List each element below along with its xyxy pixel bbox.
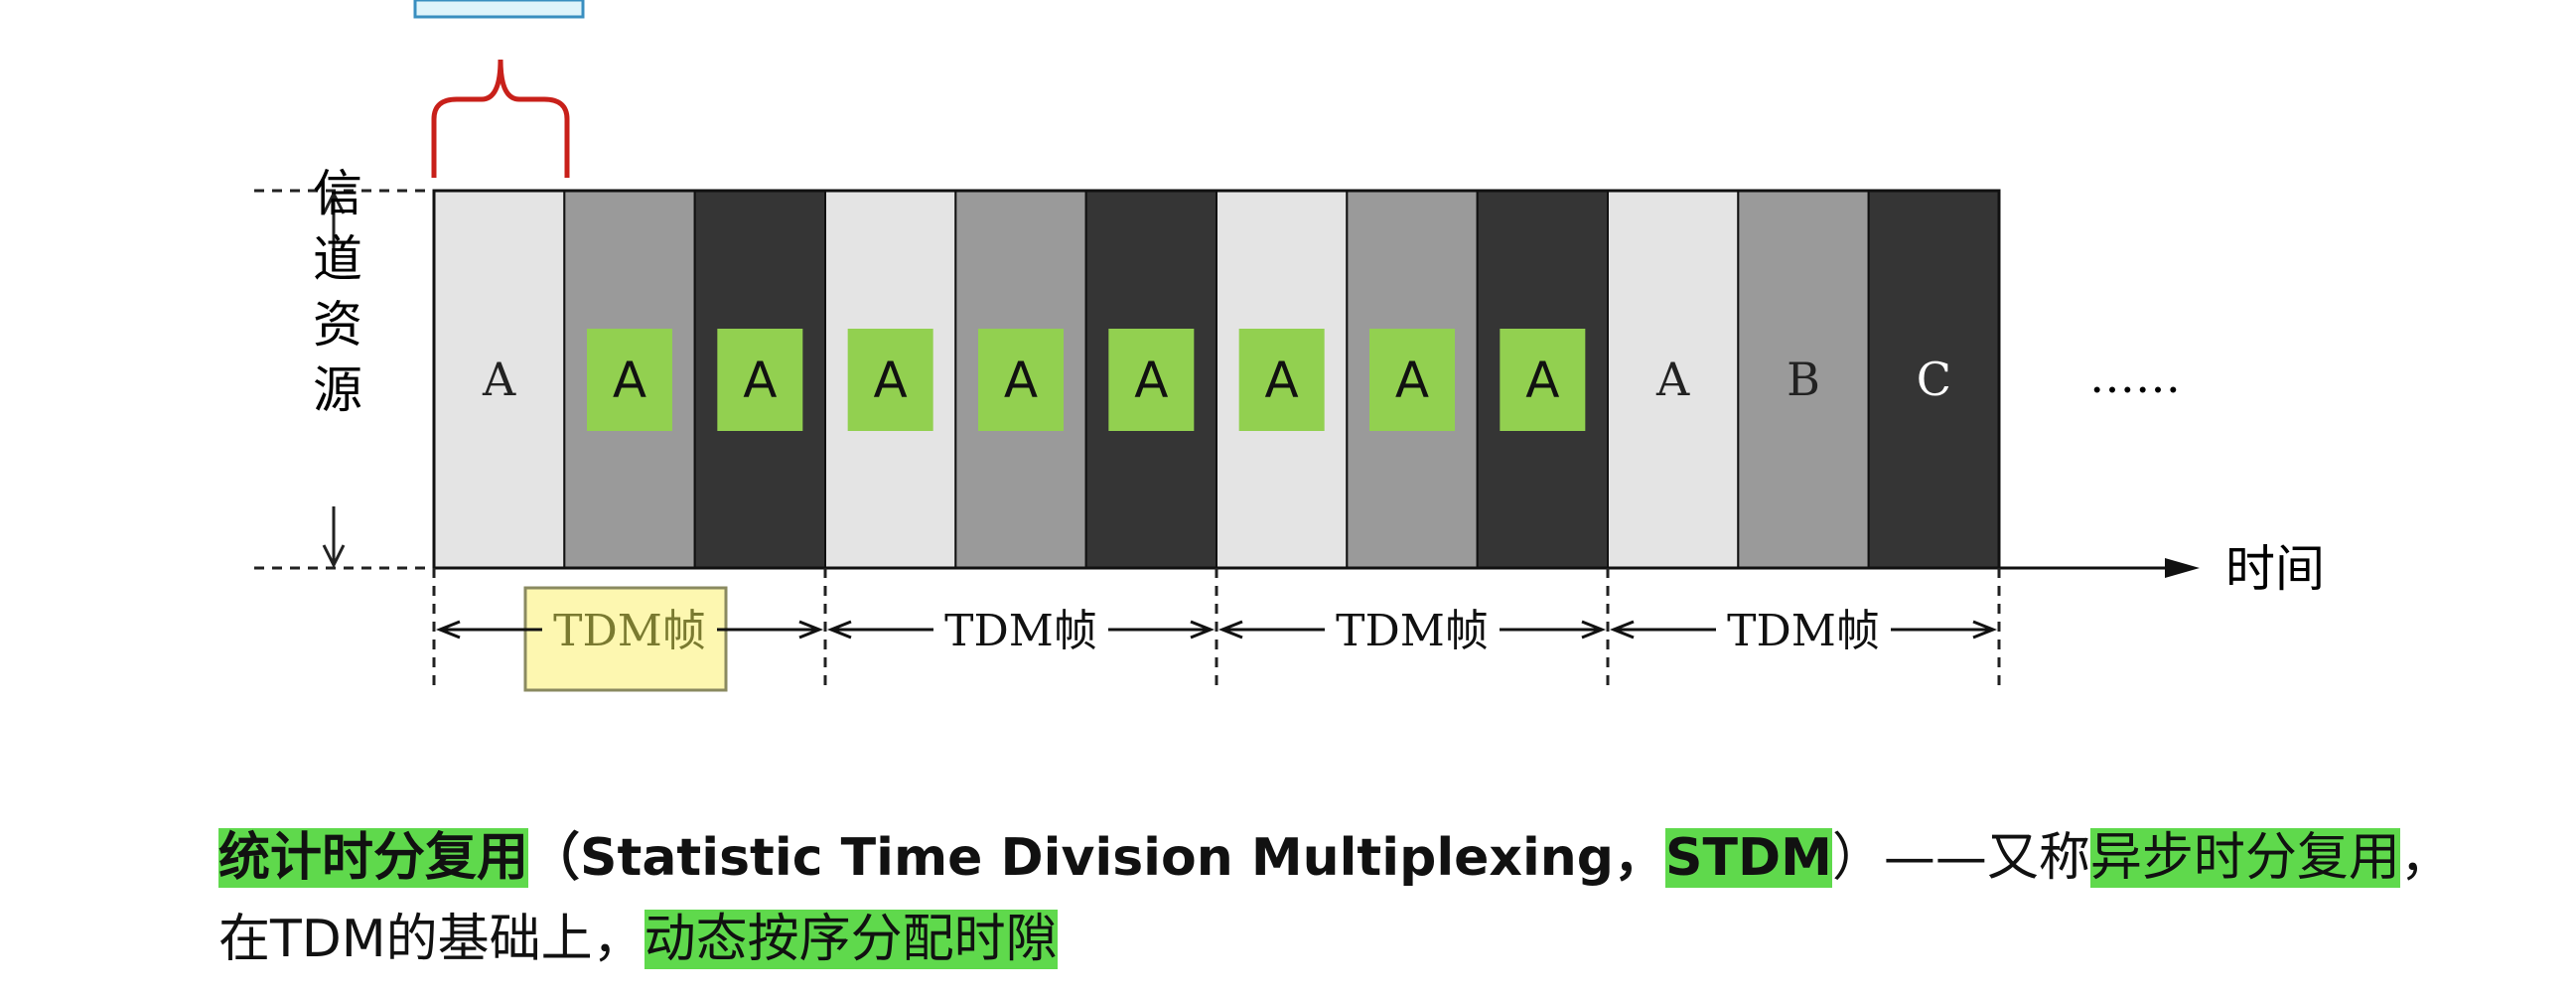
time-arrowhead bbox=[2165, 558, 2200, 578]
slot-label: A bbox=[1134, 352, 1168, 409]
term: 异步时分复用 bbox=[2089, 828, 2400, 888]
diagram: 时间 …… 信道资源 A A A A A A A A A A B C TDM帧 TDM帧 TDM帧 TDM帧 bbox=[254, 0, 2325, 692]
slot-box bbox=[1369, 329, 1455, 431]
text: （Statistic Time Division Multiplexing， bbox=[528, 828, 1666, 888]
time-label: 时间 bbox=[2225, 540, 2325, 598]
frame-label: TDM帧 bbox=[553, 606, 706, 656]
axis-arrowhead bbox=[322, 190, 346, 214]
slot bbox=[1737, 190, 1870, 569]
brace bbox=[431, 59, 570, 178]
frame-arrowhead bbox=[435, 620, 461, 640]
slot-label: A bbox=[482, 353, 516, 406]
term: 动态按序分配时隙 bbox=[644, 910, 1058, 969]
slot bbox=[1607, 190, 1740, 569]
slot-label: A bbox=[743, 352, 777, 409]
frame-arrowhead bbox=[1581, 620, 1607, 640]
slot-label: A bbox=[1004, 352, 1038, 409]
top-box bbox=[413, 0, 585, 19]
slot-box bbox=[1238, 329, 1325, 431]
caption-line: 在TDM的基础上，动态按序分配时隙 bbox=[218, 905, 1058, 974]
text: ， bbox=[2399, 828, 2452, 888]
frame-arrowhead bbox=[1972, 620, 1998, 640]
axis-label: 信道资源 bbox=[305, 167, 362, 429]
slot-label: A bbox=[1265, 352, 1299, 409]
term: 统计时分复用 bbox=[218, 828, 529, 888]
slot-label: A bbox=[1395, 352, 1429, 409]
slot-label: C bbox=[1917, 353, 1951, 406]
frame-label: TDM帧 bbox=[1727, 606, 1880, 656]
term: STDM bbox=[1665, 828, 1832, 888]
slot-box bbox=[717, 329, 803, 431]
slot-label: A bbox=[613, 352, 646, 409]
frame-arrowhead bbox=[1609, 620, 1635, 640]
slot-box bbox=[847, 329, 933, 431]
frame-arrowhead bbox=[826, 620, 852, 640]
slot-box bbox=[1108, 329, 1195, 431]
slot-box bbox=[978, 329, 1064, 431]
slot-label: A bbox=[1655, 353, 1690, 406]
caption-line: 统计时分复用（Statistic Time Division Multiplex… bbox=[218, 823, 2452, 893]
slot-box bbox=[587, 329, 672, 431]
text: 在TDM的基础上， bbox=[218, 910, 644, 969]
text: ）——又称 bbox=[1831, 828, 2090, 888]
slot-label: A bbox=[1525, 352, 1559, 409]
slot-label: A bbox=[874, 352, 908, 409]
ellipsis: …… bbox=[2089, 350, 2181, 403]
frame-label: TDM帧 bbox=[1336, 606, 1489, 656]
frame-arrowhead bbox=[798, 620, 824, 640]
slot-label: B bbox=[1787, 353, 1820, 406]
frame-arrowhead bbox=[1217, 620, 1243, 640]
slot bbox=[1867, 190, 2000, 569]
frame-arrowhead bbox=[1190, 620, 1216, 640]
slot-box bbox=[1500, 329, 1586, 431]
axis-arrowhead bbox=[322, 544, 346, 569]
highlight-frame-box bbox=[523, 586, 728, 692]
frame-label: TDM帧 bbox=[944, 606, 1097, 656]
